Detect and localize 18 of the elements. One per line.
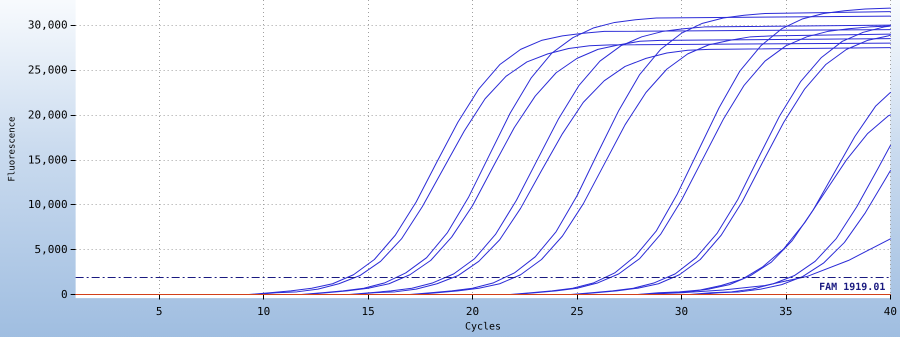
x-tick-label: 10 [257, 305, 270, 318]
x-tick-label: 25 [570, 305, 584, 318]
y-tick-label: 10,000 [28, 198, 68, 212]
y-tick-label: 15,000 [28, 153, 68, 166]
x-tick-label: 30 [674, 305, 688, 318]
ref-line-label: FAM 1919.01 [819, 282, 886, 293]
x-tick-label: 20 [466, 305, 480, 318]
y-tick-label: 5,000 [34, 243, 68, 256]
y-tick-label: 25,000 [28, 64, 68, 77]
y-tick-label: 0 [61, 288, 68, 302]
x-tick-label: 15 [361, 305, 375, 318]
x-tick-label: 35 [779, 305, 793, 318]
x-tick-label: 5 [156, 305, 163, 318]
y-tick-label: 20,000 [28, 108, 68, 122]
y-tick-label: 30,000 [28, 18, 68, 32]
x-tick-label: 40 [884, 305, 897, 318]
x-axis-title: Cycles [464, 322, 502, 332]
y-axis-title: Fluorescence [8, 116, 18, 182]
